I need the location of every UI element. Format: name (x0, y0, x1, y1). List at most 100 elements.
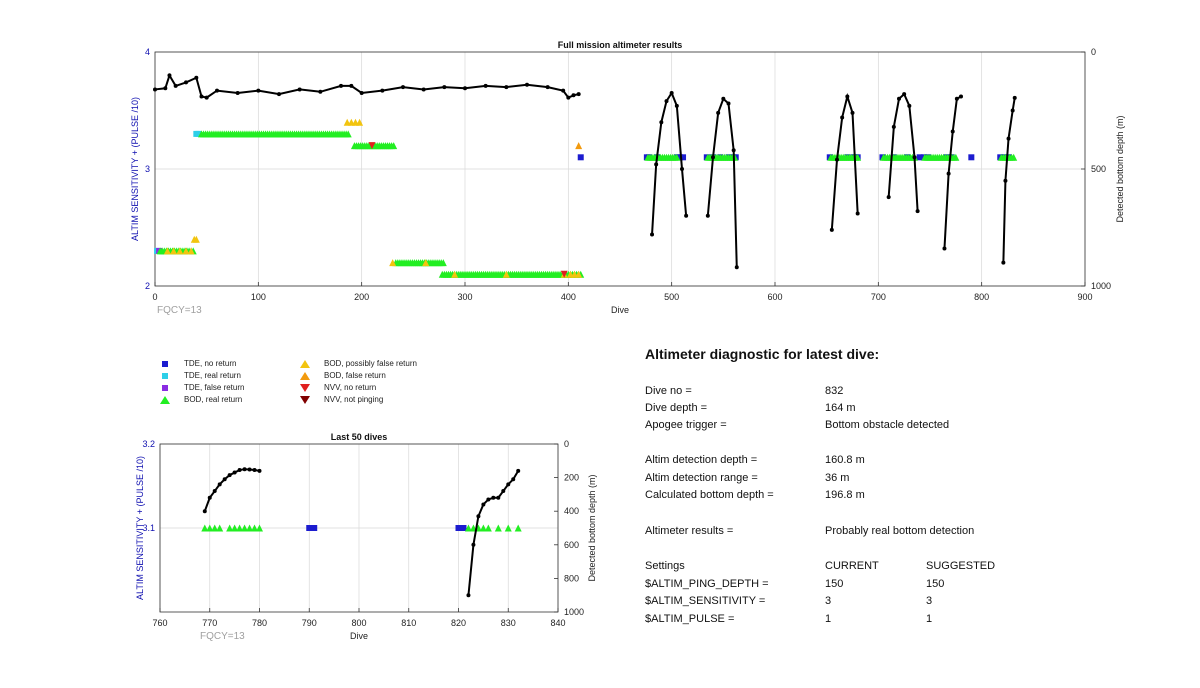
bod-real-return-marker (952, 153, 960, 161)
bod-possibly-false-return-marker (502, 270, 510, 278)
diag-label: Calculated bottom depth = (645, 489, 774, 501)
bottom-depth-point (222, 477, 227, 482)
square-legend-symbol (160, 359, 170, 369)
diag-value: Bottom obstacle detected (825, 419, 950, 431)
bottom-depth-point (942, 246, 947, 251)
bottom-depth-point (163, 86, 168, 91)
bottom-depth-point (184, 80, 188, 85)
bottom-depth-line (706, 97, 738, 268)
bottom-depth-point (561, 88, 566, 93)
bottom-depth-point (525, 82, 529, 87)
y-right-tick-label: 500 (1091, 164, 1106, 174)
bottom-depth-point (471, 542, 476, 547)
bottom-depth-point (946, 171, 951, 176)
setting-label: $ALTIM_PING_DEPTH = (645, 578, 769, 590)
y-right-axis-label: Detected bottom depth (m) (587, 474, 597, 581)
bottom-depth-point (202, 509, 207, 514)
bod-real-return-marker (206, 524, 214, 532)
bod-possibly-false-return-marker (422, 259, 430, 267)
setting-suggested: 150 (926, 578, 945, 590)
bottom-depth-point (199, 94, 204, 99)
y-right-tick-label: 1000 (564, 607, 584, 617)
bottom-depth-point (486, 497, 491, 502)
bottom-depth-point (684, 213, 689, 218)
bottom-depth-point (247, 467, 252, 472)
bottom-depth-point (897, 96, 901, 101)
bod-possibly-false-return-marker (575, 270, 583, 278)
y-left-axis-label: ALTIM SENSITIVITY + (PULSE /10) (135, 456, 145, 600)
legend-label: BOD, real return (184, 395, 243, 404)
tde-no-return-marker (311, 525, 318, 531)
bottom-depth-point (167, 73, 172, 78)
bottom-depth-point (1006, 136, 1011, 141)
y-right-tick-label: 200 (564, 473, 579, 483)
settings-suggested-header: SUGGESTED (926, 560, 996, 572)
legend-item: TDE, real return (160, 370, 241, 382)
bottom-depth-point (483, 83, 488, 88)
y-right-tick-label: 0 (1091, 47, 1096, 57)
bottom-depth-point (277, 92, 281, 97)
bod-possibly-false-return-marker (182, 247, 190, 255)
bottom-depth-point (912, 155, 917, 160)
y-right-tick-label: 400 (564, 506, 579, 516)
diag-value: 196.8 m (825, 489, 865, 501)
x-tick-label: 100 (251, 292, 266, 302)
bottom-depth-point (506, 482, 511, 487)
bod-possibly-false-return-marker (451, 270, 459, 278)
diag-value: Probably real bottom detection (825, 525, 975, 537)
bod-real-return-marker (479, 524, 487, 532)
y-right-tick-label: 1000 (1091, 281, 1111, 291)
tde-real-return-marker (195, 130, 202, 137)
bottom-depth-point (711, 155, 715, 160)
bottom-depth-point (721, 96, 726, 101)
bod-real-return-marker (1010, 153, 1018, 161)
square-legend-symbol (160, 383, 170, 393)
nvv-no-return-marker (368, 142, 376, 150)
bottom-depth-point (401, 85, 405, 90)
triangle-up-legend-symbol (300, 371, 310, 381)
bottom-depth-point (1010, 108, 1015, 113)
x-axis-label: Dive (350, 631, 368, 641)
bottom-depth-point (204, 95, 209, 100)
x-axis-label: Dive (611, 305, 629, 315)
bottom-depth-line (154, 72, 579, 99)
tde-no-return-marker (577, 154, 584, 161)
setting-label: $ALTIM_SENSITIVITY = (645, 595, 766, 607)
legend-label: TDE, no return (184, 359, 237, 368)
bottom-depth-point (1001, 260, 1006, 265)
x-tick-label: 900 (1077, 292, 1092, 302)
bottom-depth-point (650, 232, 655, 237)
bottom-depth-point (511, 477, 516, 482)
x-tick-label: 830 (501, 618, 516, 628)
legend-item: TDE, false return (160, 382, 244, 394)
bod-real-return-marker (494, 524, 502, 532)
bottom-depth-point (256, 88, 261, 93)
y-left-tick-label: 3 (145, 164, 150, 174)
setting-suggested: 1 (926, 613, 933, 625)
bottom-depth-point (194, 75, 199, 80)
triangle-up-legend-symbol (160, 395, 170, 405)
bottom-depth-point (545, 85, 550, 90)
bottom-depth-point (442, 85, 447, 90)
tde-no-return-marker (680, 154, 687, 161)
bottom-depth-point (669, 90, 674, 95)
legend-label: BOD, possibly false return (324, 359, 417, 368)
triangle-down-legend-symbol (300, 395, 310, 405)
legend-item: NVV, no return (300, 382, 376, 394)
bottom-depth-point (902, 92, 907, 97)
bod-real-return-marker (673, 153, 681, 161)
bottom-depth-point (566, 95, 571, 100)
bod-real-return-marker (390, 142, 398, 150)
bottom-depth-point (380, 88, 385, 93)
bottom-depth-line (830, 92, 859, 230)
legend-label: TDE, real return (184, 371, 241, 380)
y-left-axis-label: ALTIM SENSITIVITY + (PULSE /10) (130, 97, 140, 241)
bottom-depth-point (891, 124, 896, 129)
bottom-depth-point (731, 148, 736, 153)
bod-real-return-marker (514, 524, 522, 532)
legend-label: NVV, no return (324, 383, 377, 392)
bottom-depth-point (339, 83, 343, 88)
triangle-up-legend-symbol (300, 359, 310, 369)
bod-possibly-false-return-marker (176, 247, 184, 255)
tde-no-return-marker (460, 525, 467, 531)
